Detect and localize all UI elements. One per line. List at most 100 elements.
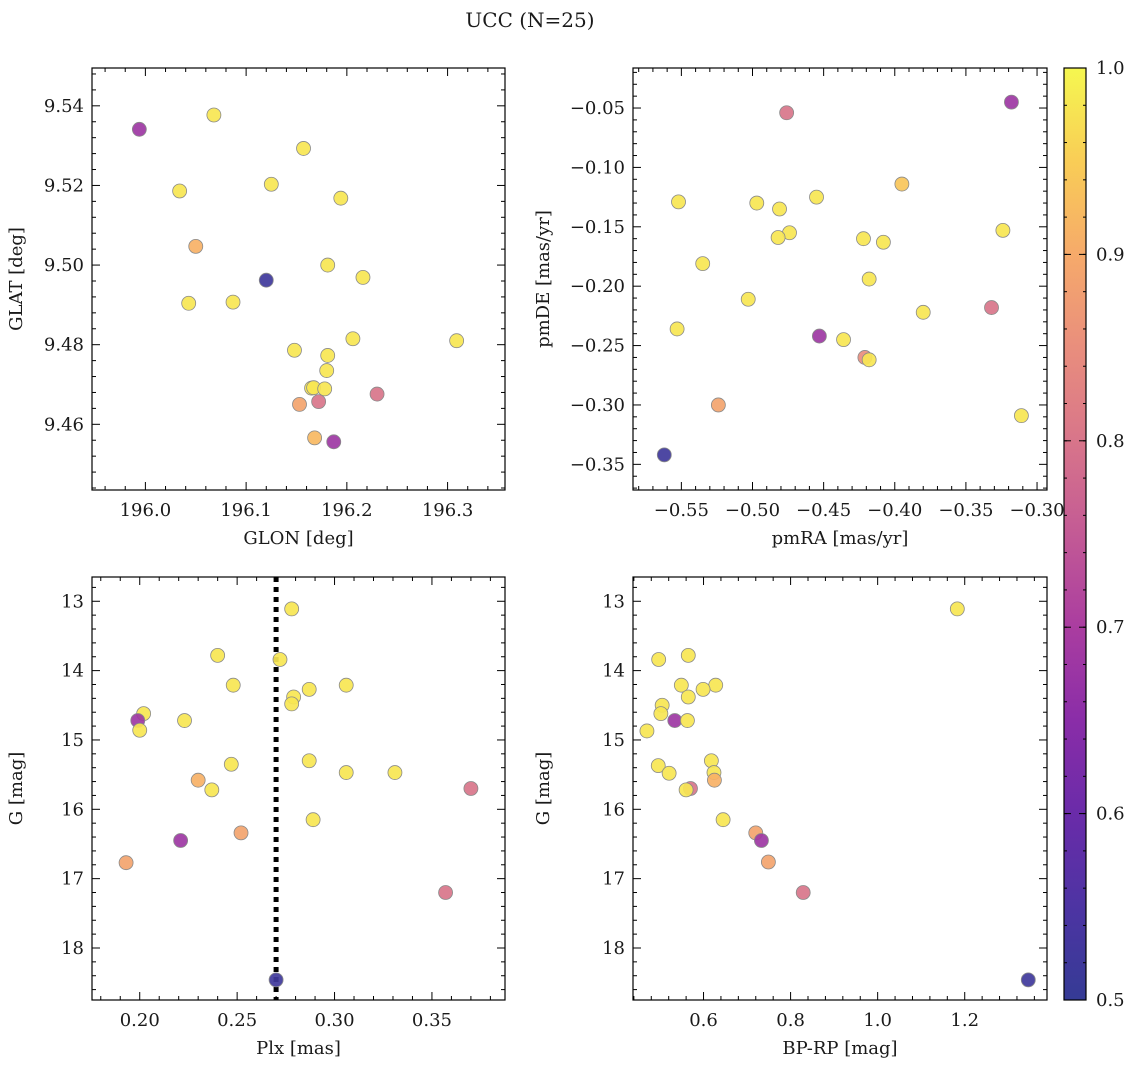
scatter-point bbox=[449, 333, 465, 349]
x-tick-label: 0.8 bbox=[776, 1010, 805, 1031]
scatter-point bbox=[132, 722, 148, 738]
scatter-point bbox=[673, 677, 689, 693]
y-tick-label: −0.30 bbox=[570, 395, 625, 416]
y-tick-label: −0.20 bbox=[570, 276, 625, 297]
y-tick-label: −0.15 bbox=[570, 217, 625, 238]
scatter-point bbox=[338, 677, 354, 693]
scatter-point bbox=[284, 696, 300, 712]
scatter-point bbox=[680, 713, 695, 728]
y-tick-label: 16 bbox=[61, 799, 84, 820]
colorbar-tick-label: 0.6 bbox=[1096, 804, 1125, 825]
scatter-point bbox=[949, 601, 965, 617]
scatter-point bbox=[795, 885, 811, 900]
y-tick-label: −0.05 bbox=[570, 98, 625, 119]
scatter-point bbox=[772, 201, 787, 217]
scatter-point bbox=[695, 681, 711, 697]
panel-pmra-pmde: −0.55 −0.50 −0.45 −0.40 −0.35 −0.30 −0.35 −0.30… bbox=[533, 67, 1065, 549]
scatter-point bbox=[181, 295, 197, 311]
x-axis-label: Plx [mas] bbox=[256, 1038, 341, 1059]
scatter-point bbox=[740, 291, 756, 307]
y-tick-label: −0.35 bbox=[570, 454, 625, 475]
x-tick-label: −0.45 bbox=[796, 500, 851, 521]
y-axis-label: G [mag] bbox=[533, 752, 554, 825]
scatter-point bbox=[669, 321, 685, 337]
colorbar-tick-label: 0.7 bbox=[1096, 617, 1125, 638]
scatter-point bbox=[680, 689, 696, 705]
scatter-point bbox=[894, 176, 910, 192]
scatter-point bbox=[984, 300, 999, 315]
y-tick-label: 17 bbox=[61, 869, 84, 890]
y-tick-label: 14 bbox=[61, 661, 84, 682]
y-tick-label: −0.25 bbox=[570, 336, 625, 357]
x-tick-label: −0.35 bbox=[938, 500, 993, 521]
x-tick-label: 196.0 bbox=[120, 500, 172, 521]
figure-title: UCC (N=25) bbox=[465, 8, 594, 32]
x-tick-label: 196.3 bbox=[422, 500, 474, 521]
scatter-point bbox=[811, 328, 827, 344]
scatter-point bbox=[1020, 972, 1036, 988]
scatter-point bbox=[320, 348, 336, 363]
colorbar-tick-label: 0.8 bbox=[1096, 431, 1125, 452]
scatter-point bbox=[369, 386, 385, 402]
scatter-point bbox=[995, 222, 1011, 238]
scatter-point bbox=[268, 972, 284, 988]
y-tick-label: 18 bbox=[61, 938, 84, 959]
scatter-point bbox=[172, 183, 188, 199]
scatter-point bbox=[708, 677, 724, 693]
x-tick-label: −0.30 bbox=[1009, 500, 1064, 521]
scatter-point bbox=[284, 601, 300, 617]
panel-glon-glat: 196.0 196.1 196.2 196.3 9.46 9.48 9.50 9.52 9.54… bbox=[6, 67, 506, 549]
scatter-point bbox=[292, 397, 307, 412]
colorbar-frame bbox=[1063, 67, 1087, 1001]
scatter-point bbox=[204, 782, 220, 798]
x-tick-label: 0.35 bbox=[412, 1010, 452, 1031]
scatter-point bbox=[301, 681, 317, 697]
x-tick-label: 196.1 bbox=[220, 500, 272, 521]
scatter-point bbox=[875, 234, 891, 250]
scatter-point bbox=[667, 713, 683, 728]
colorbar-tick-label: 0.5 bbox=[1096, 990, 1125, 1011]
y-tick-label: 13 bbox=[61, 591, 84, 612]
y-axis-label: GLAT [deg] bbox=[6, 227, 27, 331]
scatter-point bbox=[305, 812, 321, 828]
scatter-point bbox=[695, 256, 711, 272]
scatter-point bbox=[333, 190, 349, 206]
y-tick-label: 15 bbox=[602, 730, 625, 751]
colorbar: 0.5 0.6 0.7 0.8 0.9 1.0 bbox=[1063, 58, 1125, 1011]
axes-frame bbox=[632, 67, 1048, 491]
scatter-point bbox=[680, 647, 696, 663]
scatter-point bbox=[296, 141, 311, 156]
scatter-point bbox=[770, 230, 786, 245]
y-tick-label: 9.52 bbox=[44, 175, 84, 196]
x-axis-label: pmRA [mas/yr] bbox=[772, 528, 909, 549]
y-tick-label: 14 bbox=[602, 661, 625, 682]
scatter-point bbox=[177, 713, 192, 728]
scatter-point bbox=[311, 394, 327, 410]
scatter-point bbox=[651, 652, 667, 667]
scatter-point bbox=[258, 272, 274, 288]
axes-frame bbox=[91, 67, 506, 491]
scatter-point bbox=[307, 430, 323, 446]
y-axis-label: G [mag] bbox=[6, 752, 27, 825]
y-tick-label: 16 bbox=[602, 799, 625, 820]
y-tick-label: 9.50 bbox=[44, 255, 84, 276]
scatter-point bbox=[653, 706, 669, 722]
scatter-point bbox=[715, 812, 731, 828]
scatter-point bbox=[671, 194, 686, 210]
scatter-point bbox=[233, 825, 249, 841]
scatter-point bbox=[225, 294, 241, 310]
scatter-point bbox=[118, 855, 134, 871]
scatter-point bbox=[779, 105, 795, 121]
scatter-point bbox=[639, 723, 655, 739]
scatter-point bbox=[345, 331, 361, 347]
scatter-point bbox=[749, 195, 765, 211]
x-tick-label: 196.2 bbox=[321, 500, 373, 521]
y-tick-label: 9.46 bbox=[44, 414, 84, 435]
axes-frame bbox=[91, 576, 506, 1001]
x-axis-label: GLON [deg] bbox=[243, 528, 353, 549]
scatter-point bbox=[915, 304, 931, 320]
scatter-point bbox=[319, 363, 335, 378]
scatter-point bbox=[326, 434, 342, 450]
panel-plx-g: 0.20 0.25 0.30 0.35 13 14 15 16 17 18 Plx [mas] G [… bbox=[6, 576, 506, 1059]
